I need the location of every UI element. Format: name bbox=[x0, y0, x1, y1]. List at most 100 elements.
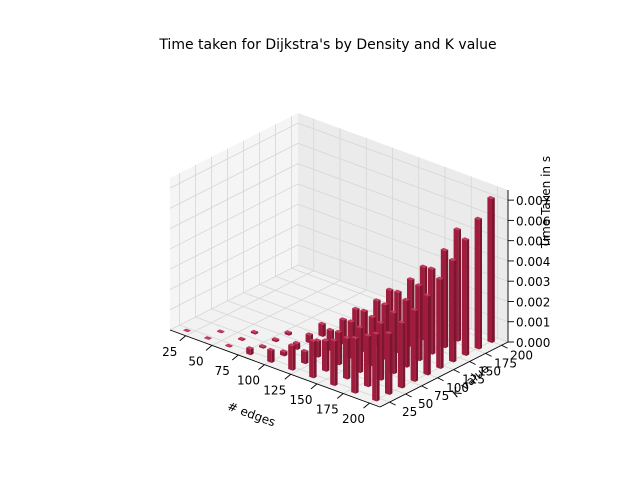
bar-top-face bbox=[474, 216, 482, 220]
z-tick-label: 0.002 bbox=[516, 295, 550, 309]
bar-front-face bbox=[238, 338, 243, 342]
bar-top-face bbox=[339, 317, 347, 321]
bar-side-face bbox=[492, 197, 495, 343]
bar-side-face bbox=[242, 338, 246, 342]
bar-front-face bbox=[259, 345, 264, 349]
x-tick-mark bbox=[231, 354, 239, 361]
bar-top-face bbox=[309, 338, 317, 342]
bar-front-face bbox=[217, 330, 222, 334]
grid-line-z bbox=[297, 143, 509, 221]
grid-line-x bbox=[211, 280, 341, 346]
bar-top-face bbox=[372, 331, 380, 335]
z-tick-label: 0.001 bbox=[516, 316, 550, 330]
bar bbox=[225, 343, 233, 348]
bar-side-face bbox=[466, 239, 470, 356]
bar-side-face bbox=[292, 344, 296, 371]
y-tick-label: 100 bbox=[446, 381, 469, 395]
bar bbox=[183, 328, 191, 333]
y-tick-mark bbox=[405, 393, 412, 398]
bar-top-face bbox=[376, 320, 385, 324]
bar-top-face bbox=[334, 329, 343, 333]
bar-top-face bbox=[284, 330, 292, 334]
grid-line-z bbox=[169, 183, 299, 250]
bar bbox=[461, 237, 470, 356]
bar-side-face bbox=[263, 345, 267, 349]
y-tick-mark bbox=[437, 377, 444, 382]
y-tick-label: 150 bbox=[478, 365, 501, 379]
bar-front-face bbox=[436, 278, 441, 369]
bar-front-face bbox=[343, 337, 348, 380]
bar-top-face bbox=[250, 329, 259, 333]
bar-front-face bbox=[301, 350, 306, 365]
bar-side-face bbox=[255, 331, 259, 335]
bar bbox=[250, 329, 259, 335]
bar-front-face bbox=[284, 331, 290, 336]
x-tick-label: 25 bbox=[162, 345, 177, 359]
bar-top-face bbox=[267, 347, 275, 351]
grid-line-z bbox=[297, 244, 509, 323]
bar bbox=[364, 333, 372, 388]
y-tick-mark bbox=[421, 385, 428, 390]
bar-side-face bbox=[381, 322, 385, 381]
bar bbox=[246, 346, 254, 356]
bar-top-face bbox=[385, 331, 393, 335]
bar-front-face bbox=[397, 321, 403, 389]
bar-front-face bbox=[351, 337, 356, 394]
bar-top-face bbox=[271, 337, 280, 341]
bar-top-face bbox=[322, 338, 330, 342]
grid-line-z bbox=[169, 163, 299, 230]
bar-top-face bbox=[238, 336, 246, 340]
bar-front-face bbox=[372, 332, 377, 402]
bar-side-face bbox=[440, 278, 444, 369]
bar-front-face bbox=[305, 333, 311, 344]
bar-top-face bbox=[301, 348, 309, 352]
bar-top-face bbox=[402, 297, 410, 301]
bar-top-face bbox=[423, 293, 431, 297]
bar-side-face bbox=[445, 249, 449, 349]
bar-front-face bbox=[204, 337, 209, 340]
bar bbox=[322, 338, 330, 372]
bar-top-face bbox=[318, 321, 326, 325]
side-pane bbox=[170, 113, 298, 330]
z-tick-label: 0.005 bbox=[516, 235, 550, 249]
bar-top-face bbox=[461, 237, 470, 241]
bar-top-face bbox=[449, 258, 457, 262]
bar bbox=[385, 331, 393, 395]
bar bbox=[436, 276, 444, 369]
bar bbox=[301, 348, 309, 365]
bar-front-face bbox=[309, 340, 314, 379]
grid-line-z bbox=[169, 244, 299, 311]
bar-side-face bbox=[360, 327, 364, 374]
bar-top-face bbox=[407, 277, 415, 281]
bar bbox=[204, 336, 212, 340]
bar bbox=[267, 347, 275, 363]
bar-top-face bbox=[343, 335, 351, 339]
bar-front-face bbox=[330, 339, 335, 387]
bar-side-face bbox=[208, 337, 212, 340]
bar-front-face bbox=[474, 218, 480, 350]
bar-front-face bbox=[364, 334, 369, 388]
bar bbox=[309, 338, 317, 379]
bar-top-face bbox=[305, 332, 313, 336]
x-tick-label: 50 bbox=[188, 354, 203, 368]
bar-side-face bbox=[284, 351, 288, 357]
bar-top-face bbox=[373, 298, 381, 302]
bar bbox=[423, 293, 431, 376]
x-tick-label: 75 bbox=[215, 364, 230, 378]
grid-line-z bbox=[169, 203, 299, 270]
bar bbox=[487, 195, 495, 343]
bar-front-face bbox=[271, 338, 277, 343]
y-tick-label: 25 bbox=[402, 405, 417, 419]
bar bbox=[474, 216, 482, 350]
grid-line-z bbox=[297, 203, 509, 282]
bar-side-face bbox=[221, 331, 225, 334]
bar-side-face bbox=[276, 338, 280, 343]
grid-line-z bbox=[297, 224, 509, 302]
bar-side-face bbox=[402, 322, 406, 389]
bar-front-face bbox=[225, 345, 230, 348]
bar bbox=[217, 329, 225, 334]
bar-side-face bbox=[229, 345, 233, 348]
z-tick-label: 0.004 bbox=[516, 255, 550, 269]
